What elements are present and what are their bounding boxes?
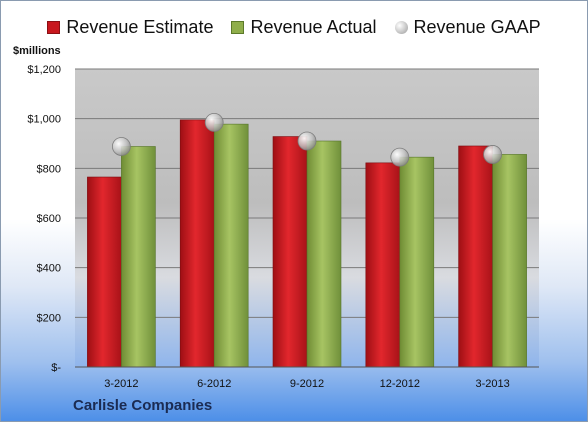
- marker-revenue-gaap: [204, 112, 224, 132]
- bar-revenue-actual: [306, 140, 342, 368]
- y-unit-label: $millions: [13, 45, 61, 57]
- marker-revenue-gaap: [112, 137, 131, 156]
- bar-revenue-estimate: [458, 145, 493, 368]
- x-tick-label: 9-2012: [290, 378, 324, 390]
- x-tick-label: 3-2013: [475, 378, 509, 390]
- bar-revenue-estimate: [87, 176, 122, 368]
- x-tick-label: 3-2012: [104, 378, 138, 390]
- marker-revenue-gaap: [483, 145, 503, 164]
- legend-label-actual: Revenue Actual: [250, 17, 377, 37]
- legend: Revenue Estimate Revenue Actual Revenue …: [1, 17, 587, 38]
- legend-swatch-gaap: [394, 21, 408, 34]
- x-axis-ticks: 3-2012 6-2012 9-2012 12-2012 3-2013: [104, 378, 509, 390]
- y-tick-label: $600: [37, 213, 61, 225]
- marker-revenue-gaap: [297, 131, 317, 151]
- bar-revenue-actual: [492, 154, 527, 368]
- y-tick-label: $1,200: [27, 64, 61, 76]
- legend-item-revenue-actual: Revenue Actual: [231, 17, 377, 38]
- legend-label-estimate: Revenue Estimate: [66, 17, 214, 37]
- y-tick-label: $800: [37, 163, 61, 175]
- bar-revenue-estimate: [365, 162, 401, 368]
- company-name: Carlisle Companies: [73, 397, 213, 414]
- legend-item-revenue-gaap: Revenue GAAP: [394, 17, 541, 38]
- y-tick-label: $-: [51, 362, 61, 374]
- y-tick-label: $400: [37, 263, 61, 275]
- legend-item-revenue-estimate: Revenue Estimate: [47, 17, 213, 38]
- x-tick-label: 6-2012: [197, 378, 231, 390]
- y-tick-label: $1,000: [27, 114, 61, 126]
- bar-revenue-estimate: [272, 136, 308, 368]
- bar-revenue-actual: [121, 146, 156, 368]
- legend-swatch-actual: [231, 21, 245, 34]
- legend-label-gaap: Revenue GAAP: [413, 17, 541, 37]
- gaap-markers: [112, 112, 503, 167]
- bar-revenue-estimate: [179, 119, 215, 368]
- legend-swatch-estimate: [47, 21, 61, 34]
- bar-revenue-actual: [399, 156, 435, 368]
- marker-revenue-gaap: [390, 147, 410, 167]
- x-tick-label: 12-2012: [380, 378, 420, 390]
- y-axis-ticks: $- $200 $400 $600 $800 $1,000 $1,200: [27, 64, 61, 374]
- bars: [87, 119, 527, 368]
- y-tick-label: $200: [37, 312, 61, 324]
- bar-revenue-actual: [213, 123, 249, 368]
